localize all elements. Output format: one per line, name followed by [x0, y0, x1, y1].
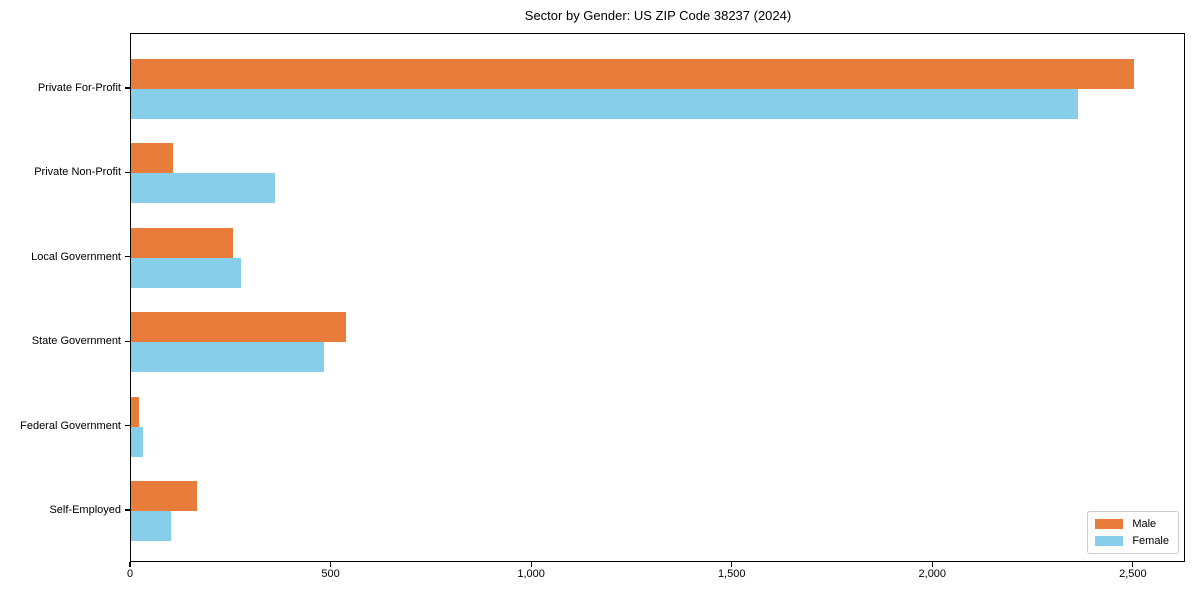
- x-tick-label: 500: [321, 568, 340, 580]
- bar-male-self-employed: [131, 481, 198, 511]
- y-tick-mark: [125, 425, 130, 427]
- legend-item-female: Female: [1095, 535, 1169, 547]
- female-series-swatch: [1095, 536, 1124, 546]
- x-tick-label: 2,000: [918, 568, 947, 580]
- x-tick-mark: [129, 562, 131, 567]
- bar-female-private-for-profit: [131, 89, 1078, 119]
- legend-item-male: Male: [1095, 518, 1169, 530]
- x-tick-mark: [329, 562, 332, 567]
- bar-male-federal-government: [131, 396, 139, 427]
- y-tick-mark: [125, 87, 130, 89]
- male-series-swatch: [1095, 519, 1124, 529]
- x-tick-mark: [931, 562, 933, 567]
- x-tick-label: 1,500: [717, 568, 746, 580]
- y-tick-mark: [125, 340, 130, 342]
- legend-label-male: Male: [1132, 518, 1157, 530]
- bar-male-local-government: [131, 227, 234, 258]
- bar-female-private-non-profit: [131, 173, 276, 204]
- y-category-label: State Government: [31, 335, 121, 348]
- legend-label-female: Female: [1132, 535, 1169, 547]
- bar-male-state-government: [131, 312, 346, 343]
- y-tick-mark: [125, 171, 130, 173]
- x-tick-mark: [1132, 562, 1134, 567]
- x-tick-mark: [530, 562, 532, 567]
- x-tick-label: 0: [126, 568, 134, 580]
- bar-female-state-government: [131, 342, 324, 373]
- y-category-label: Federal Government: [20, 419, 121, 432]
- x-tick-label: 2,500: [1119, 568, 1147, 580]
- x-tick-label: 1,000: [517, 568, 545, 580]
- y-tick-mark: [125, 256, 130, 258]
- y-category-label: Local Government: [31, 250, 121, 263]
- x-tick-mark: [731, 562, 733, 567]
- y-category-label: Private Non-Profit: [34, 166, 121, 179]
- bar-female-self-employed: [131, 511, 172, 541]
- chart-title: Sector by Gender: US ZIP Code 38237 (202…: [524, 8, 792, 23]
- y-category-label: Self-Employed: [49, 504, 121, 516]
- bar-male-private-non-profit: [131, 143, 174, 174]
- bar-female-federal-government: [131, 426, 143, 457]
- plot-area: Male Female: [130, 33, 1185, 562]
- y-category-label: Private For-Profit: [37, 82, 121, 94]
- y-tick-mark: [125, 509, 130, 511]
- bar-male-private-for-profit: [131, 59, 1134, 89]
- bar-female-local-government: [131, 257, 242, 288]
- legend: Male Female: [1087, 511, 1179, 554]
